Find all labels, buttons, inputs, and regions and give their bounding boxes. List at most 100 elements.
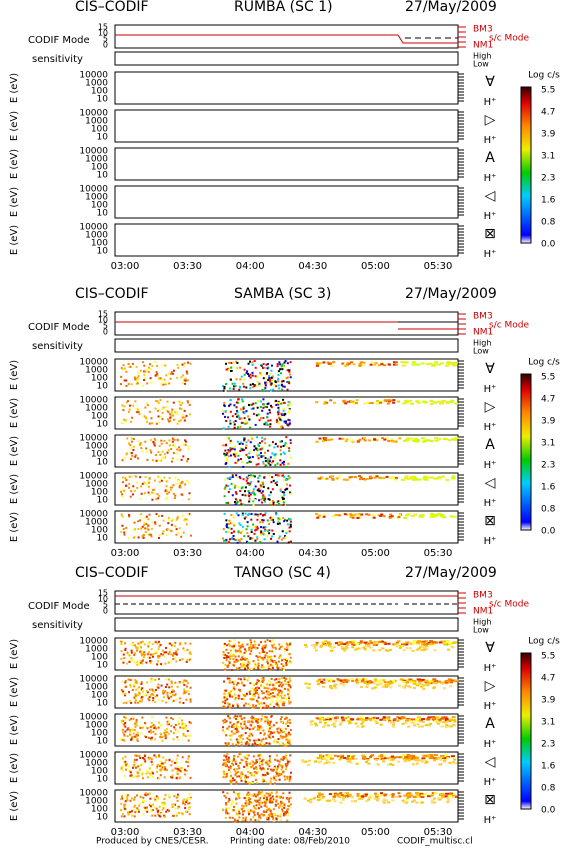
spectrogram-pixel — [227, 766, 230, 769]
spectrogram-pixel — [281, 764, 284, 767]
spectrogram-pixel — [422, 640, 427, 643]
spectrogram-pixel — [165, 651, 168, 654]
spectrogram-pixel — [254, 687, 257, 690]
spectrogram-pixel — [274, 442, 277, 445]
spectrogram-pixel — [266, 403, 269, 406]
spectrogram-pixel — [124, 693, 127, 696]
spectrogram-pixel — [392, 361, 396, 364]
spectrogram-pixel — [130, 437, 133, 440]
spectrogram-pixel — [253, 667, 256, 670]
spectrogram-pixel — [277, 377, 280, 380]
spectrogram-pixel — [248, 456, 251, 459]
spectrogram-pixel — [245, 693, 248, 696]
colorbar-tick: 3.1 — [541, 152, 555, 162]
spectrogram-pixel — [135, 366, 138, 369]
energy-label: E (eV) — [9, 512, 20, 542]
spectrogram-pixel — [391, 680, 395, 683]
spectrogram-pixel — [188, 413, 191, 416]
spectrogram-pixel — [351, 641, 355, 644]
spectrogram-pixel — [288, 408, 291, 411]
spectrogram-pixel — [443, 759, 447, 762]
spectrogram-pixel — [289, 403, 292, 406]
energy-label: E (eV) — [9, 715, 20, 745]
spectrogram-pixel — [275, 721, 278, 724]
spectrogram-pixel — [130, 736, 133, 739]
sc-mode-label: s/c Mode — [489, 600, 530, 610]
spectrogram-pixel — [277, 378, 280, 381]
spectrogram-pixel — [233, 768, 236, 771]
spectrogram-pixel — [238, 775, 241, 778]
spectrogram-pixel — [148, 410, 151, 413]
spectrogram-pixel — [453, 361, 458, 364]
spectrogram-pixel — [281, 805, 284, 808]
spectrogram-pixel — [420, 795, 425, 798]
spectrogram-pixel — [239, 753, 242, 756]
spectrogram-pixel — [142, 536, 145, 539]
direction: A — [485, 437, 495, 453]
footer-text: CODIF_multisc.cl — [397, 837, 473, 847]
spectrogram-pixel — [137, 693, 140, 696]
spectrogram-pixel — [367, 642, 371, 645]
spectrogram-pixel — [236, 410, 239, 413]
spectrogram-pixel — [252, 383, 255, 386]
spectrogram-pixel — [124, 768, 127, 771]
spectrogram-pixel — [283, 806, 286, 809]
spectrogram-pixel — [256, 656, 259, 659]
spectrogram-pixel — [234, 453, 237, 456]
spectrogram-pixel — [288, 476, 291, 479]
spectrogram-pixel — [285, 722, 288, 725]
spectrogram-pixel — [145, 694, 148, 697]
spectrogram-pixel — [173, 445, 176, 448]
spectrogram-pixel — [287, 401, 290, 404]
spectrogram-pixel — [241, 525, 244, 528]
spectrogram-pixel — [424, 724, 428, 727]
spectrogram-pixel — [426, 643, 431, 646]
spectrogram-pixel — [185, 685, 188, 688]
direction: A — [485, 716, 495, 732]
spectrogram-pixel — [264, 386, 267, 389]
spectrogram-pixel — [255, 760, 258, 763]
spectrogram-pixel — [282, 497, 285, 500]
spectrogram-pixel — [393, 679, 397, 682]
spectrogram-pixel — [158, 754, 161, 757]
spectrogram-pixel — [139, 796, 142, 799]
spectrogram-pixel — [278, 731, 281, 734]
spectrogram-pixel — [350, 796, 354, 799]
spectrogram-pixel — [127, 536, 130, 539]
spectrogram-pixel — [261, 706, 264, 709]
spectrogram-pixel — [415, 801, 419, 804]
spectrogram-pixel — [228, 797, 231, 800]
spectrogram-pixel — [287, 683, 290, 686]
spectrogram-pixel — [284, 682, 287, 685]
spectrogram-pixel — [222, 791, 225, 794]
spectrogram-pixel — [315, 513, 319, 516]
spectrogram-pixel — [129, 679, 132, 682]
spectrogram-pixel — [161, 762, 164, 765]
spectrogram-pixel — [240, 741, 243, 744]
spectrogram-pixel — [276, 767, 279, 770]
spectrogram-pixel — [281, 496, 284, 499]
spectrogram-pixel — [186, 799, 189, 802]
spectrogram-pixel — [262, 780, 265, 783]
spectrogram-pixel — [234, 501, 237, 504]
spectrogram-pixel — [122, 701, 125, 704]
spectrogram-pixel — [171, 689, 174, 692]
energy-tick: 1000 — [85, 117, 108, 127]
spectrogram-pixel — [223, 405, 226, 408]
spectrogram-pixel — [433, 792, 438, 795]
spectrogram-pixel — [371, 687, 375, 690]
spectrogram-pixel — [135, 688, 138, 691]
spectrogram-pixel — [125, 401, 128, 404]
spectrogram-pixel — [286, 719, 289, 722]
energy-tick: 100 — [91, 374, 108, 384]
spectrogram-pixel — [307, 759, 311, 762]
spectrogram-pixel — [157, 408, 160, 411]
spectrogram-pixel — [250, 667, 253, 670]
spectrogram-pixel — [332, 722, 336, 725]
spectrogram-pixel — [230, 690, 233, 693]
spectrogram-pixel — [269, 516, 272, 519]
spectrogram-pixel — [447, 643, 452, 646]
spectrogram-pixel — [256, 406, 259, 409]
spectrogram-pixel — [226, 436, 229, 439]
spectrogram-pixel — [155, 422, 158, 425]
